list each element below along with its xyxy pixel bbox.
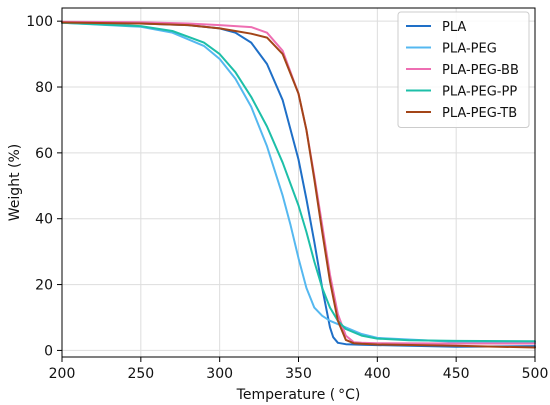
x-tick-label: 200 — [49, 366, 76, 382]
x-tick-label: 350 — [285, 366, 312, 382]
y-tick-label: 60 — [35, 146, 53, 162]
legend: PLA PLA-PEG PLA-PEG-BB PLA-PEG-PP PLA-PEG-TB — [397, 11, 530, 128]
legend-label: PLA-PEG — [442, 42, 497, 57]
x-tick-label: 450 — [443, 366, 470, 382]
series-line-pla-peg — [61, 21, 536, 344]
y-tick-label: 100 — [26, 14, 53, 30]
legend-label: PLA-PEG-BB — [442, 63, 519, 78]
y-tick-label: 20 — [35, 278, 53, 294]
x-tick-label: 500 — [522, 366, 549, 382]
legend-label: PLA-PEG-TB — [442, 106, 517, 121]
legend-box — [397, 11, 530, 128]
series-layer — [61, 20, 536, 349]
y-tick-label: 80 — [35, 80, 53, 96]
tick-layer: 200 250 300 350 400 450 500 0 20 40 60 80 100 — [26, 14, 548, 382]
x-axis-label: Temperature ( °C) — [236, 387, 361, 403]
legend-label: PLA-PEG-PP — [442, 85, 517, 100]
y-tick-label: 40 — [35, 212, 53, 228]
legend-label: PLA — [442, 20, 466, 35]
series-line-pla-peg-tb — [61, 21, 536, 349]
grid-layer — [61, 8, 536, 357]
y-axis-label: Weight (%) — [7, 144, 23, 221]
x-tick-label: 300 — [206, 366, 233, 382]
x-tick-label: 250 — [127, 366, 154, 382]
y-tick-label: 0 — [44, 343, 53, 359]
series-line-pla-peg-pp — [61, 21, 536, 343]
x-tick-label: 400 — [364, 366, 391, 382]
